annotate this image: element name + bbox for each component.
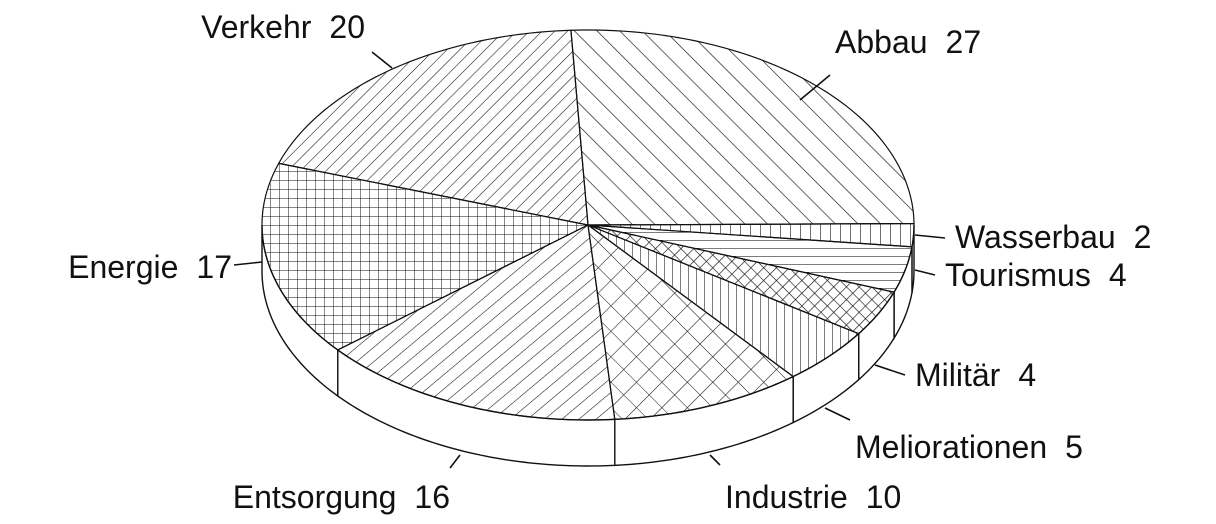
category-label: Meliorationen <box>855 429 1047 465</box>
value-label: 4 <box>1018 357 1036 393</box>
value-label: 2 <box>1134 219 1152 255</box>
leader-line <box>874 364 906 376</box>
leader-line <box>824 407 851 421</box>
slice-label: Wasserbau 2 <box>955 219 1151 255</box>
leader-line <box>233 261 263 266</box>
slice-label: Tourismus 4 <box>945 257 1127 293</box>
value-label: 17 <box>196 249 232 285</box>
pie-slice <box>336 224 616 421</box>
pie-slice <box>261 162 590 351</box>
category-label: Tourismus <box>945 257 1091 293</box>
category-label: Wasserbau <box>955 219 1116 255</box>
leader-line <box>914 234 946 239</box>
category-label: Entsorgung <box>233 479 397 515</box>
leader-line <box>449 454 461 469</box>
category-label: Abbau <box>835 24 928 60</box>
slice-label: Abbau 27 <box>835 24 981 60</box>
category-label: Energie <box>68 249 178 285</box>
slice-label: Industrie 10 <box>725 479 901 515</box>
pie-slice <box>587 223 795 420</box>
value-label: 27 <box>946 24 982 60</box>
leader-line <box>914 269 936 276</box>
pie-slice <box>587 224 896 335</box>
leader-line <box>799 74 831 101</box>
pie-slice <box>570 29 915 226</box>
value-label: 20 <box>329 9 365 45</box>
category-label: Verkehr <box>201 9 312 45</box>
value-label: 5 <box>1065 429 1083 465</box>
slice-label: Entsorgung 16 <box>233 479 450 515</box>
pie-slice <box>587 224 860 378</box>
value-label: 16 <box>414 479 450 515</box>
slice-label: Meliorationen 5 <box>855 429 1083 465</box>
value-label: 10 <box>866 479 902 515</box>
leader-line <box>709 454 721 466</box>
slice-label: Verkehr 20 <box>201 9 365 45</box>
pie-slice <box>587 224 913 293</box>
slice-label: Militär 4 <box>915 357 1036 393</box>
slice-label: Energie 17 <box>68 249 232 285</box>
category-label: Militär <box>915 357 1001 393</box>
value-label: 4 <box>1109 257 1127 293</box>
category-label: Industrie <box>725 479 848 515</box>
pie-slice <box>277 29 589 226</box>
leader-line <box>371 51 393 69</box>
